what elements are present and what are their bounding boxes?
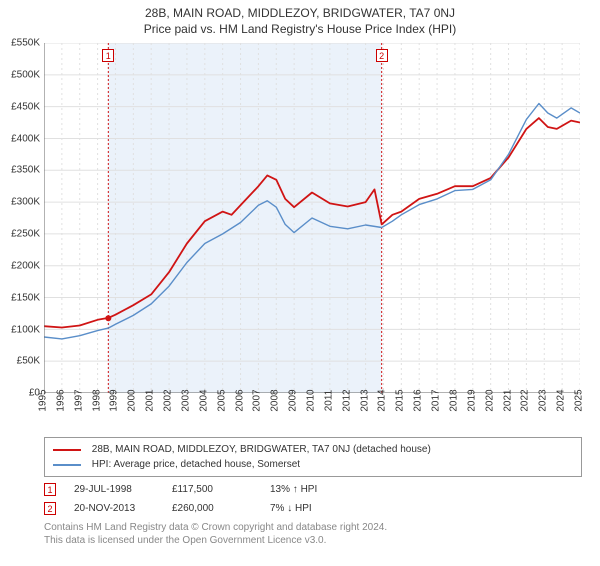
y-tick-label: £100K bbox=[11, 324, 40, 335]
legend-swatch-address bbox=[53, 449, 81, 451]
x-tick-label: 2014 bbox=[377, 390, 388, 412]
chart-marker-1: 1 bbox=[102, 49, 114, 62]
y-tick-label: £550K bbox=[11, 38, 40, 49]
x-tick-label: 2010 bbox=[306, 390, 317, 412]
x-tick-label: 2009 bbox=[288, 390, 299, 412]
y-tick-label: £150K bbox=[11, 292, 40, 303]
sale-date-1: 29-JUL-1998 bbox=[74, 484, 154, 495]
chart-title: 28B, MAIN ROAD, MIDDLEZOY, BRIDGWATER, T… bbox=[0, 6, 600, 37]
y-tick-label: £200K bbox=[11, 260, 40, 271]
legend: 28B, MAIN ROAD, MIDDLEZOY, BRIDGWATER, T… bbox=[44, 437, 582, 477]
y-tick-label: £300K bbox=[11, 197, 40, 208]
x-tick-label: 1995 bbox=[38, 390, 49, 412]
attrib-line2: This data is licensed under the Open Gov… bbox=[44, 535, 326, 546]
sale-row-1: 1 29-JUL-1998 £117,500 13% ↑ HPI bbox=[44, 483, 600, 496]
y-tick-label: £450K bbox=[11, 101, 40, 112]
x-tick-label: 2005 bbox=[216, 390, 227, 412]
sale-delta-1: 13% ↑ HPI bbox=[270, 484, 350, 495]
title-line2: Price paid vs. HM Land Registry's House … bbox=[0, 22, 600, 38]
x-tick-label: 2011 bbox=[323, 390, 334, 412]
x-tick-label: 2001 bbox=[145, 390, 156, 412]
x-tick-label: 2015 bbox=[395, 390, 406, 412]
x-tick-label: 2003 bbox=[181, 390, 192, 412]
x-tick-label: 2023 bbox=[538, 390, 549, 412]
chart-marker-2: 2 bbox=[376, 49, 388, 62]
y-tick-label: £350K bbox=[11, 165, 40, 176]
x-tick-label: 2000 bbox=[127, 390, 138, 412]
sale-delta-2: 7% ↓ HPI bbox=[270, 503, 350, 514]
legend-label-address: 28B, MAIN ROAD, MIDDLEZOY, BRIDGWATER, T… bbox=[92, 444, 431, 455]
x-tick-label: 2021 bbox=[502, 390, 513, 412]
legend-item-address: 28B, MAIN ROAD, MIDDLEZOY, BRIDGWATER, T… bbox=[53, 442, 573, 457]
x-tick-label: 2007 bbox=[252, 390, 263, 412]
sale-row-2: 2 20-NOV-2013 £260,000 7% ↓ HPI bbox=[44, 502, 600, 515]
x-tick-label: 2013 bbox=[359, 390, 370, 412]
x-tick-label: 1996 bbox=[55, 390, 66, 412]
x-axis-labels: 1995199619971998199920002001200220032004… bbox=[44, 393, 580, 433]
sale-price-2: £260,000 bbox=[172, 503, 252, 514]
x-tick-label: 2025 bbox=[574, 390, 585, 412]
x-tick-label: 2022 bbox=[520, 390, 531, 412]
x-tick-label: 2012 bbox=[341, 390, 352, 412]
sale-marker-1: 1 bbox=[44, 483, 56, 496]
x-tick-label: 2020 bbox=[484, 390, 495, 412]
x-tick-label: 2002 bbox=[163, 390, 174, 412]
attribution: Contains HM Land Registry data © Crown c… bbox=[44, 521, 582, 547]
y-tick-label: £50K bbox=[17, 356, 40, 367]
chart-svg bbox=[44, 43, 580, 393]
chart-area: £0£50K£100K£150K£200K£250K£300K£350K£400… bbox=[44, 43, 580, 393]
x-tick-label: 2018 bbox=[449, 390, 460, 412]
x-tick-label: 2008 bbox=[270, 390, 281, 412]
x-tick-label: 2016 bbox=[413, 390, 424, 412]
attrib-line1: Contains HM Land Registry data © Crown c… bbox=[44, 522, 387, 533]
x-tick-label: 1997 bbox=[73, 390, 84, 412]
x-tick-label: 1999 bbox=[109, 390, 120, 412]
x-tick-label: 2004 bbox=[198, 390, 209, 412]
legend-swatch-hpi bbox=[53, 464, 81, 466]
sale-marker-2: 2 bbox=[44, 502, 56, 515]
sale-date-2: 20-NOV-2013 bbox=[74, 503, 154, 514]
x-tick-label: 2017 bbox=[431, 390, 442, 412]
x-tick-label: 2024 bbox=[556, 390, 567, 412]
x-tick-label: 1998 bbox=[91, 390, 102, 412]
y-tick-label: £400K bbox=[11, 133, 40, 144]
y-tick-label: £500K bbox=[11, 70, 40, 81]
legend-label-hpi: HPI: Average price, detached house, Some… bbox=[92, 459, 300, 470]
legend-item-hpi: HPI: Average price, detached house, Some… bbox=[53, 457, 573, 472]
y-tick-label: £250K bbox=[11, 229, 40, 240]
title-line1: 28B, MAIN ROAD, MIDDLEZOY, BRIDGWATER, T… bbox=[0, 6, 600, 22]
x-tick-label: 2006 bbox=[234, 390, 245, 412]
x-tick-label: 2019 bbox=[466, 390, 477, 412]
sale-price-1: £117,500 bbox=[172, 484, 252, 495]
